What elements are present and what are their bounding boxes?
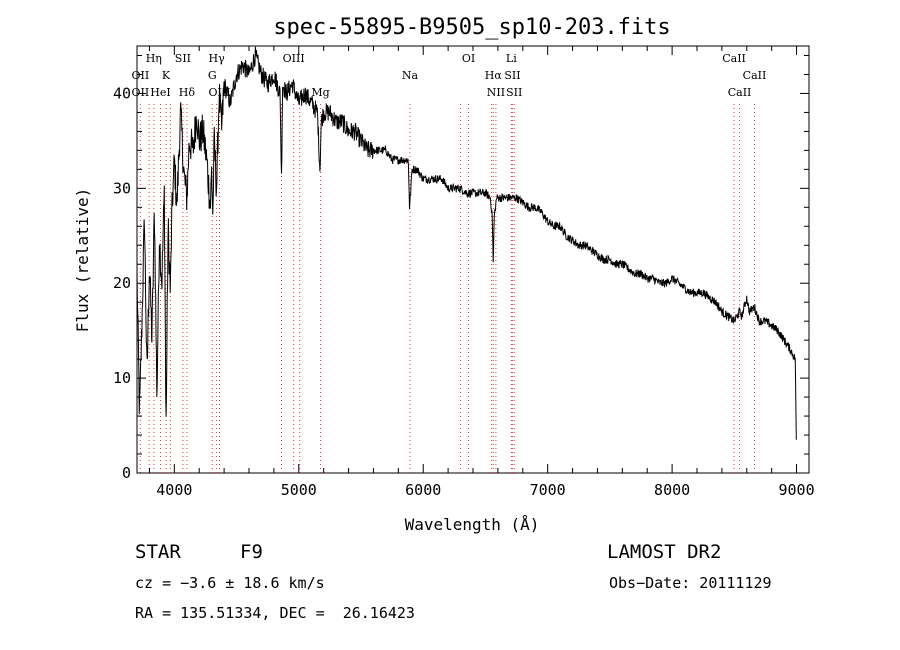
spectrum-line [136,46,797,440]
line-label: OI [462,52,475,65]
line-label: NII [487,86,505,99]
survey-label: LAMOST DR2 [607,541,722,563]
line-markers [139,104,755,473]
line-label: SII [175,52,191,65]
x-axis: 4000 5000 6000 7000 8000 9000 [148,46,815,499]
line-label: CaII [722,52,746,65]
line-label: Na [402,69,419,82]
line-label: HeI [150,86,170,99]
y-tick-label: 30 [113,179,131,197]
y-tick-label: 0 [122,464,131,482]
line-label: Hδ [179,86,196,99]
x-tick-label: 7000 [530,481,566,499]
x-tick-label: 5000 [281,481,317,499]
plot-frame [136,45,810,474]
y-tick-label: 10 [113,369,131,387]
line-label: Mg [311,86,329,99]
y-axis: 0 10 20 30 40 [113,54,809,482]
line-label: Hη [146,52,162,65]
spectral-subclass: F9 [240,541,263,563]
line-label: Hα [485,69,503,82]
y-tick-label: 40 [113,84,131,102]
line-label: CaII [728,86,752,99]
line-label: Li [506,52,517,65]
x-tick-label: 4000 [156,481,192,499]
line-label: K [162,69,171,82]
line-label: SII [504,69,520,82]
y-tick-label: 20 [113,274,131,292]
observation-date: Obs−Date: 20111129 [609,574,772,592]
coordinates: RA = 135.51334, DEC = 26.16423 [135,604,415,622]
x-tick-label: 9000 [778,481,814,499]
object-class: STAR [135,541,181,563]
line-label: OII [132,86,150,99]
line-label: OII [132,69,150,82]
y-axis-label: Flux (relative) [73,188,92,333]
x-tick-label: 8000 [654,481,690,499]
x-axis-label: Wavelength (Å) [405,515,540,534]
line-label: SII [506,86,522,99]
line-label: G [208,69,217,82]
line-label: Hγ [209,52,226,65]
chart-title: spec-55895-B9505_sp10-203.fits [273,15,670,40]
line-label: CaII [743,69,767,82]
x-tick-label: 6000 [405,481,441,499]
line-label: OIII [283,52,305,65]
redshift-velocity: cz = −3.6 ± 18.6 km/s [135,574,325,592]
